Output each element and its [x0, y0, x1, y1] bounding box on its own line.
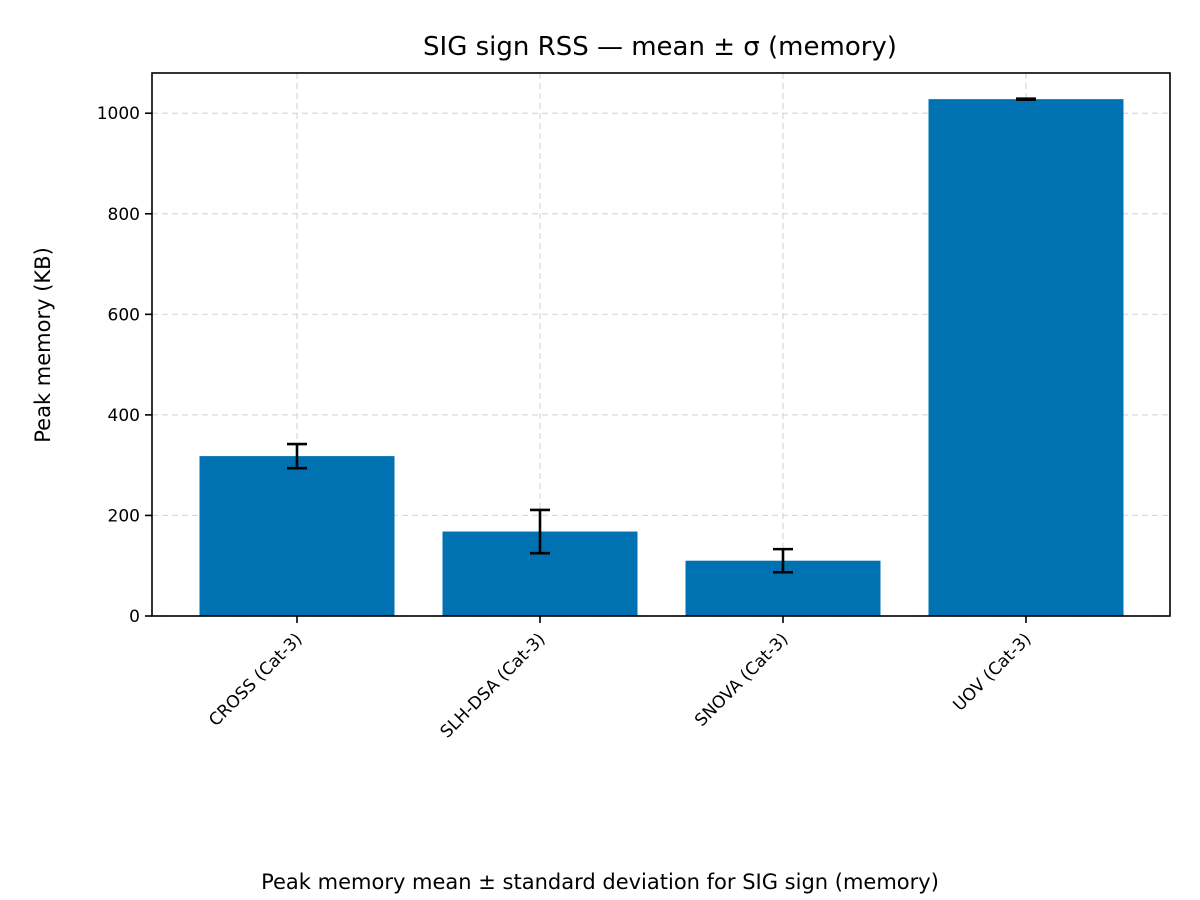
- x-tick-label: SLH-DSA (Cat-3): [437, 629, 550, 742]
- y-axis-ticks: 0 200 400 600 800 1000: [97, 104, 152, 627]
- bar: [928, 99, 1124, 616]
- y-tick-label: 800: [108, 205, 140, 225]
- error-bar: [530, 508, 550, 555]
- error-bar: [287, 442, 307, 470]
- bar: [199, 456, 395, 616]
- error-bar: [773, 547, 793, 574]
- y-tick-label: 600: [108, 305, 140, 325]
- bars: [199, 99, 1124, 616]
- chart-caption: Peak memory mean ± standard deviation fo…: [261, 870, 939, 894]
- plot-frame: [151, 72, 1171, 617]
- y-tick-label: 200: [108, 506, 140, 526]
- x-tick-label: SNOVA (Cat-3): [691, 629, 792, 730]
- chart-title: SIG sign RSS — mean ± σ (memory): [423, 32, 897, 62]
- x-tick-label: UOV (Cat-3): [949, 629, 1035, 715]
- error-bars: [287, 97, 1036, 574]
- y-axis-label: Peak memory (KB): [31, 247, 55, 443]
- x-axis-ticks: CROSS (Cat-3) SLH-DSA (Cat-3) SNOVA (Cat-3…: [205, 616, 1036, 742]
- y-tick-label: 1000: [97, 104, 140, 124]
- x-tick-label: CROSS (Cat-3): [205, 629, 306, 730]
- y-tick-label: 400: [108, 406, 140, 426]
- error-bar: [1016, 97, 1036, 101]
- y-tick-label: 0: [129, 607, 140, 627]
